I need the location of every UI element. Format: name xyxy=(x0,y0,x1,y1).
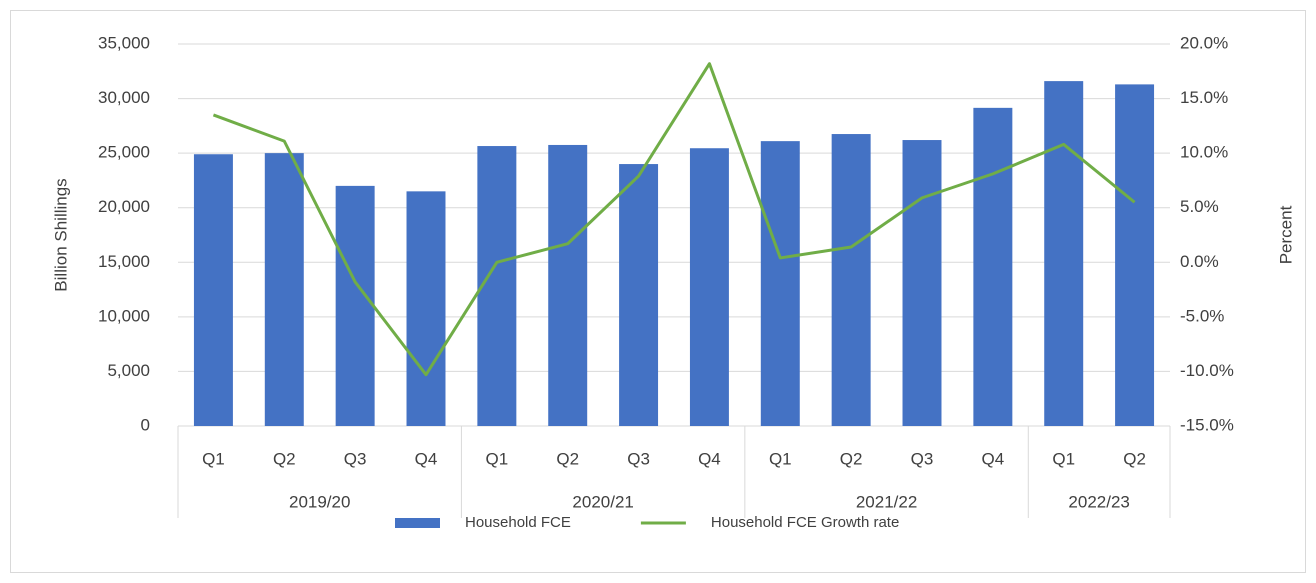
legend-label: Household FCE Growth rate xyxy=(711,514,899,531)
bar xyxy=(760,141,800,426)
x-tick-label: Q4 xyxy=(982,449,1005,468)
y-tick-label: 0 xyxy=(141,415,150,434)
x-tick-label: Q2 xyxy=(273,449,296,468)
x-tick-label: Q3 xyxy=(911,449,934,468)
x-tick-label: Q3 xyxy=(344,449,367,468)
y-tick-label: 30,000 xyxy=(98,88,150,107)
y2-tick-label: 10.0% xyxy=(1180,143,1228,162)
y-tick-label: 10,000 xyxy=(98,306,150,325)
bar xyxy=(1044,81,1084,426)
x-tick-label: Q1 xyxy=(486,449,509,468)
x-tick-label: Q1 xyxy=(1052,449,1075,468)
y2-tick-label: -5.0% xyxy=(1180,306,1224,325)
x-tick-label: Q4 xyxy=(698,449,721,468)
y-tick-label: 5,000 xyxy=(107,361,150,380)
legend-label: Household FCE xyxy=(465,514,571,531)
y2-tick-label: 15.0% xyxy=(1180,88,1228,107)
x-tick-label: Q1 xyxy=(769,449,792,468)
y2-tick-label: 0.0% xyxy=(1180,252,1219,271)
bar xyxy=(264,153,304,426)
y2-tick-label: -10.0% xyxy=(1180,361,1234,380)
group-label: 2022/23 xyxy=(1068,492,1129,511)
y-axis-title: Billion Shillings xyxy=(51,178,70,291)
line xyxy=(212,62,1136,377)
bar xyxy=(902,140,942,426)
x-tick-label: Q3 xyxy=(627,449,650,468)
bar xyxy=(406,191,446,426)
bar xyxy=(193,154,233,426)
group-label: 2021/22 xyxy=(856,492,917,511)
y-tick-label: 35,000 xyxy=(98,33,150,52)
x-tick-label: Q4 xyxy=(415,449,438,468)
bar xyxy=(335,185,375,426)
bar xyxy=(548,144,588,426)
legend-swatch xyxy=(395,518,440,528)
bar xyxy=(831,134,871,427)
x-tick-label: Q2 xyxy=(556,449,579,468)
y2-tick-label: 20.0% xyxy=(1180,33,1228,52)
y2-tick-label: 5.0% xyxy=(1180,197,1219,216)
y2-axis-title: Percent xyxy=(1276,205,1295,264)
y-tick-label: 15,000 xyxy=(98,252,150,271)
bar xyxy=(973,107,1013,426)
y-tick-label: 20,000 xyxy=(98,197,150,216)
y2-tick-label: -15.0% xyxy=(1180,415,1234,434)
group-label: 2019/20 xyxy=(289,492,350,511)
bar xyxy=(619,164,659,427)
y-tick-label: 25,000 xyxy=(98,143,150,162)
x-tick-label: Q2 xyxy=(840,449,863,468)
bar xyxy=(477,146,517,426)
bar xyxy=(689,148,729,426)
group-label: 2020/21 xyxy=(572,492,633,511)
x-tick-label: Q2 xyxy=(1123,449,1146,468)
bar xyxy=(1115,84,1155,426)
x-tick-label: Q1 xyxy=(202,449,225,468)
